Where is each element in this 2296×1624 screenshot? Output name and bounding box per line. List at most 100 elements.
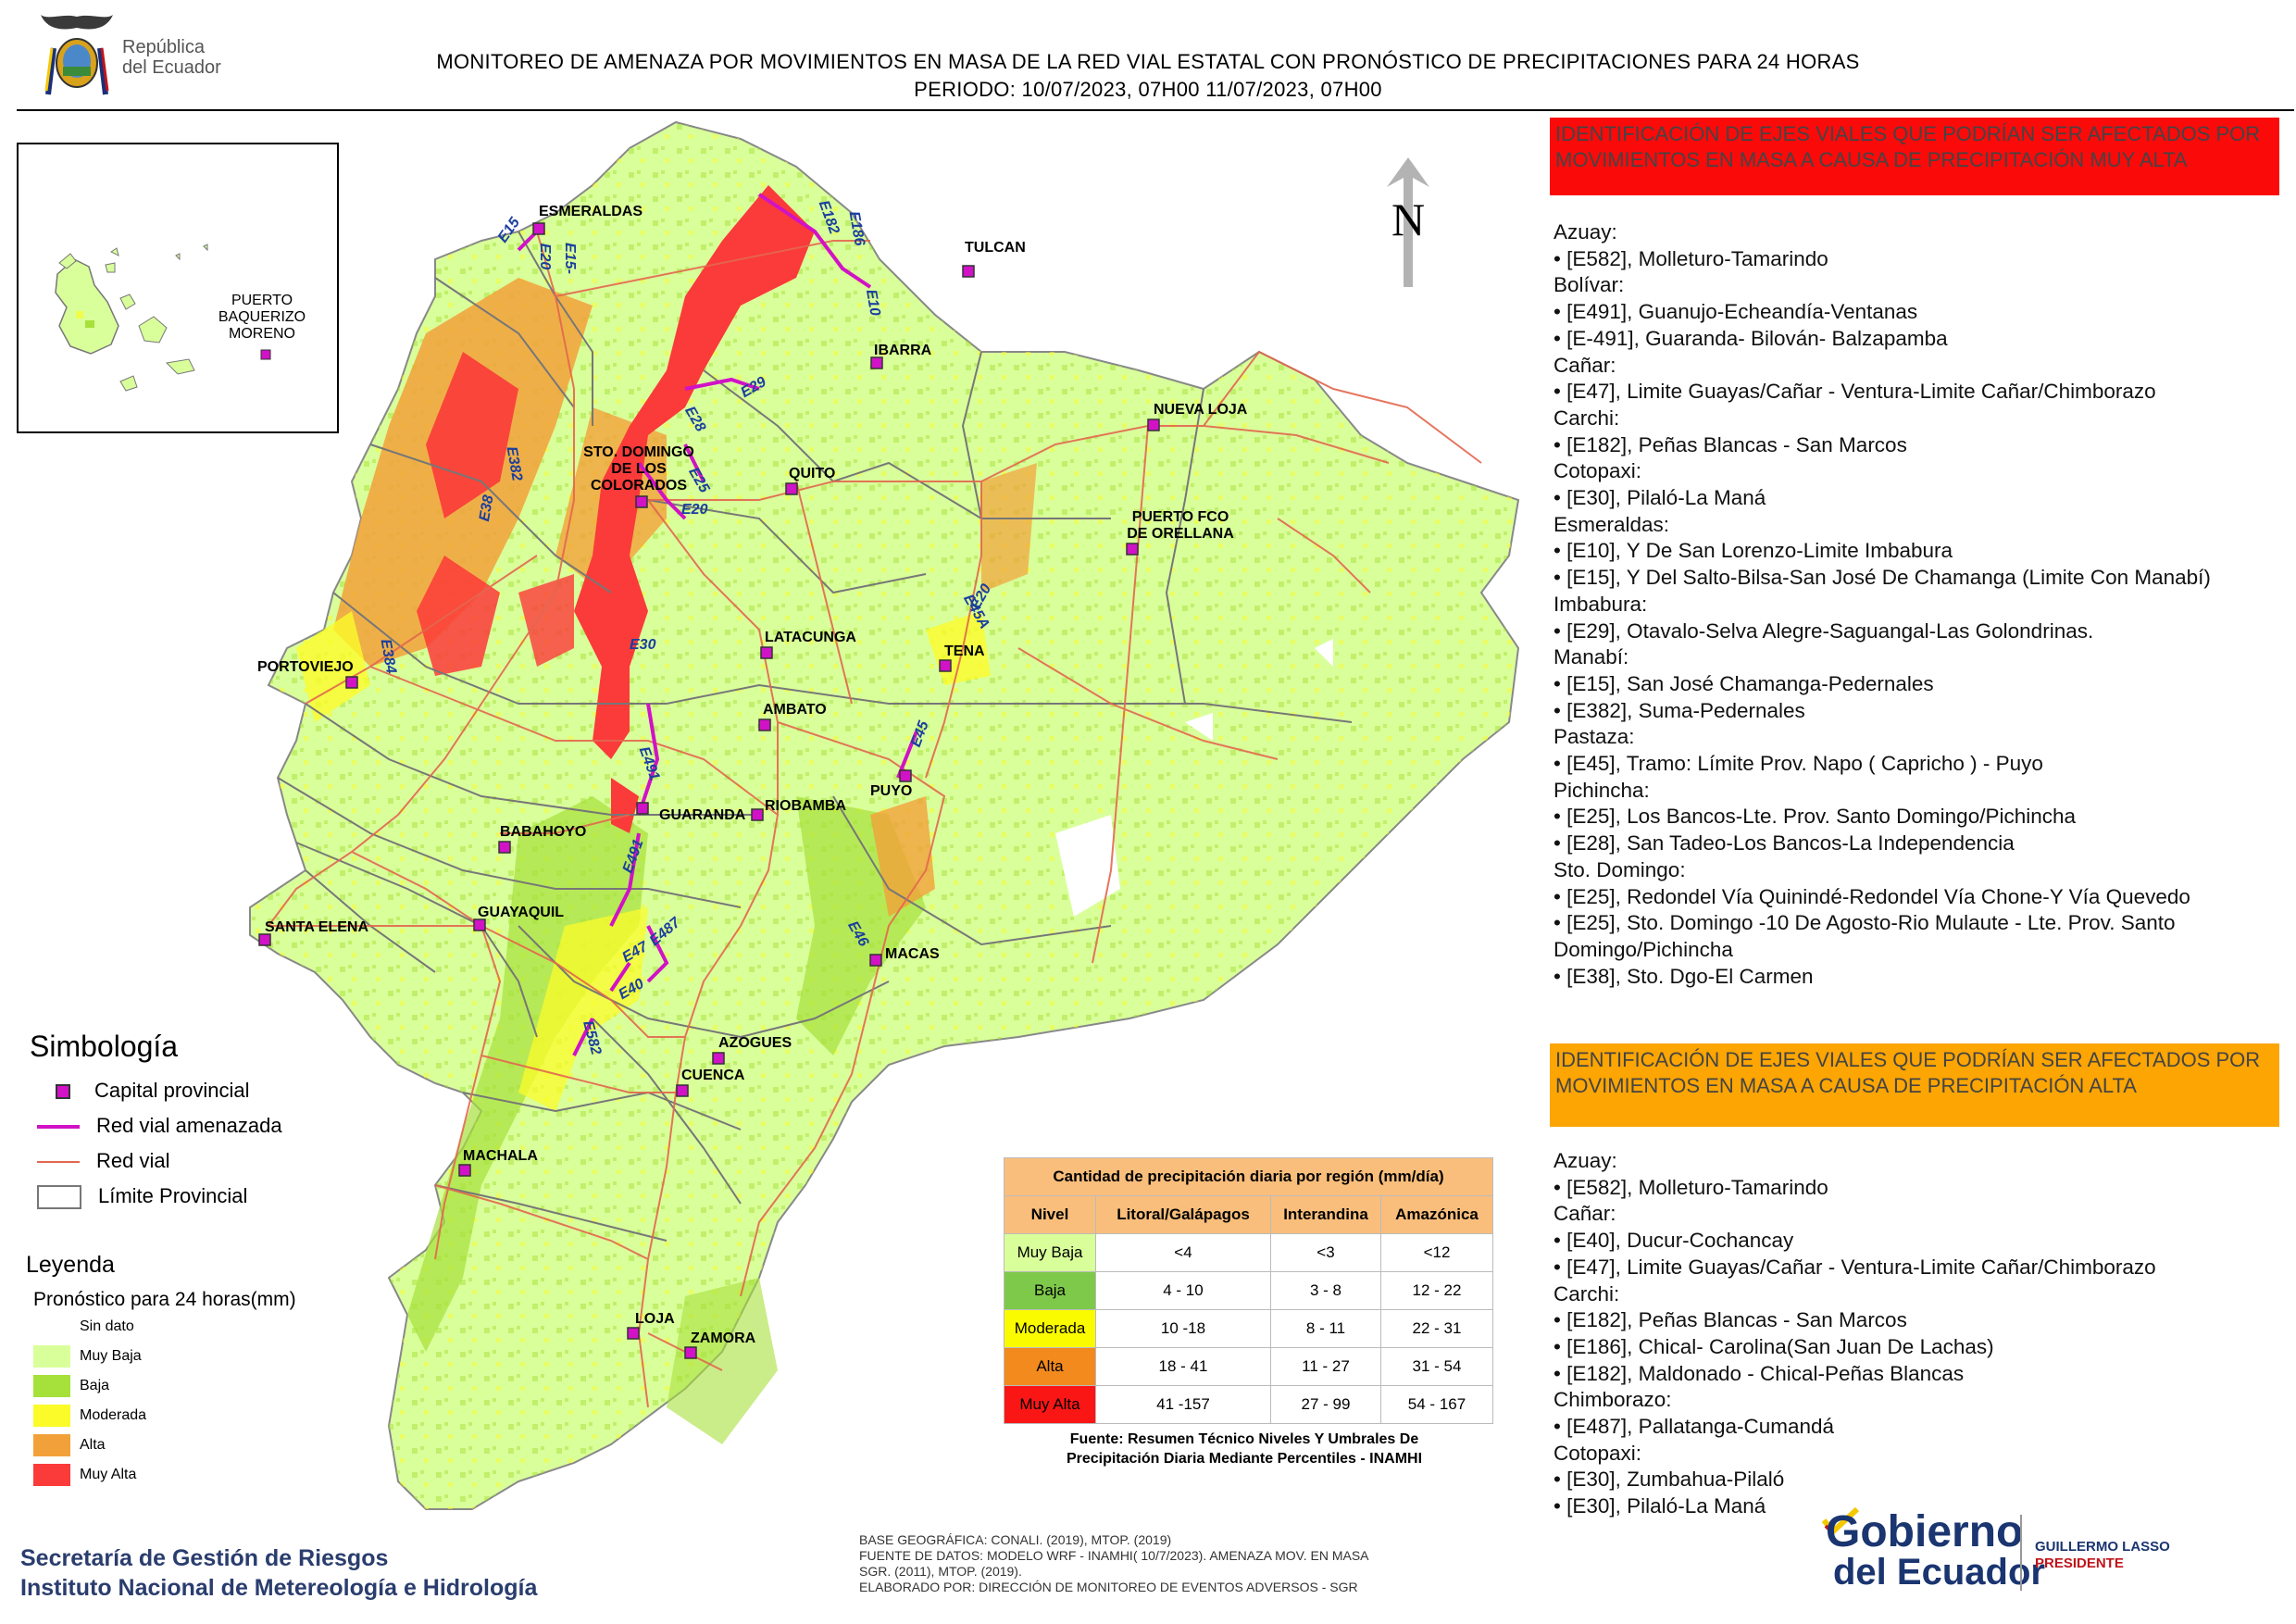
capital-quito — [785, 482, 798, 495]
table-cell-litoral: 10 -18 — [1095, 1309, 1271, 1348]
muy-alta-road-list: Azuay: • [E582], Molleturo-Tamarindo Bolív… — [1554, 219, 2294, 990]
map-credits: BASE GEOGRÁFICA: CONALI. (2019), MTOP. (… — [859, 1532, 1369, 1595]
capital-riobamba — [751, 808, 764, 821]
capital-ambato — [758, 718, 771, 731]
table-source: Fuente: Resumen Técnico Niveles Y Umbral… — [1004, 1430, 1485, 1468]
muy-alta-zone — [574, 185, 815, 759]
alta-province: Cotopaxi: — [1554, 1441, 1642, 1465]
label-zamora: ZAMORA — [691, 1330, 756, 1346]
simbologia-title: Simbología — [30, 1030, 179, 1063]
capital-portoviejo — [345, 676, 358, 689]
alta-road-item: • [E30], Pilaló-La Maná — [1554, 1494, 1766, 1518]
table-cell-litoral: 18 - 41 — [1095, 1347, 1271, 1386]
legend-label: Alta — [80, 1437, 106, 1453]
table-body: Muy Baja <4 <3 <12 Baja 4 - 10 3 - 8 12 - 22 Mod… — [1004, 1233, 1493, 1424]
title-line-1: MONITOREO DE AMENAZA POR MOVIMIENTOS EN … — [436, 50, 1860, 73]
label-tena: TENA — [944, 643, 985, 659]
capital-tena — [939, 659, 952, 672]
label-guayaquil: GUAYAQUIL — [478, 905, 565, 920]
table-cell-litoral: 4 - 10 — [1095, 1271, 1271, 1310]
road-label-e30: E30 — [630, 637, 656, 653]
threatened-roads — [517, 193, 918, 1056]
label-puerto-baquerizo: PUERTO BAQUERIZO MORENO — [202, 293, 322, 343]
president-line-2: PRESIDENTE — [2035, 1555, 2124, 1571]
page-title: MONITOREO DE AMENAZA POR MOVIMIENTOS EN … — [278, 48, 2018, 104]
credit-line-1: BASE GEOGRÁFICA: CONALI. (2019), MTOP. (… — [859, 1532, 1172, 1547]
capital-tulcan — [962, 265, 975, 278]
provincial-capitals — [258, 222, 1160, 1359]
label-esmeraldas: ESMERALDAS — [539, 204, 643, 219]
label-orellana: PUERTO FCO DE ORELLANA — [1111, 509, 1250, 543]
muy-alta-province: Sto. Domingo: — [1554, 857, 1686, 881]
label-santa-elena: SANTA ELENA — [265, 919, 368, 935]
header-divider — [17, 109, 2294, 111]
title-line-2: PERIODO: 10/07/2023, 07H00 11/07/2023, 0… — [914, 78, 1382, 101]
muy-alta-road-item: • [E382], Suma-Pedernales — [1554, 698, 1805, 722]
muy-alta-road-item: • [E47], Limite Guayas/Cañar - Ventura-L… — [1554, 380, 2156, 404]
galapagos-islands-map — [55, 244, 271, 392]
capital-sto-domingo — [635, 495, 648, 508]
legend-item: Alta — [33, 1433, 106, 1457]
footer-org-line-1: Secretaría de Gestión de Riesgos — [20, 1545, 389, 1571]
label-sto-domingo-1: STO. DOMINGO — [583, 444, 694, 460]
table-cell-amazonica: 31 - 54 — [1380, 1347, 1493, 1386]
label-ibarra: IBARRA — [874, 343, 932, 358]
table-title: Cantidad de precipitación diaria por reg… — [1004, 1157, 1493, 1196]
muy-alta-road-item: • [E38], Sto. Dgo-El Carmen — [1554, 964, 1814, 988]
legend-label: Moderada — [80, 1407, 147, 1423]
capital-guayaquil — [473, 918, 486, 931]
muy-alta-province: Cañar: — [1554, 353, 1616, 377]
table-cell-nivel: Alta — [1004, 1347, 1096, 1386]
label-azogues: AZOGUES — [718, 1035, 792, 1051]
credit-line-3: SGR. (2011), MTOP. (2019). — [859, 1564, 1022, 1579]
muy-alta-road-item: • [E582], Molleturo-Tamarindo — [1554, 246, 1828, 270]
label-quito: QUITO — [789, 466, 836, 481]
label-loja: LOJA — [635, 1311, 675, 1327]
label-puyo: PUYO — [870, 783, 913, 799]
president-line-1: GUILLERMO LASSO — [2035, 1539, 2170, 1555]
road-label-e20b: E20 — [681, 502, 708, 518]
alta-road-list: Azuay: • [E582], Molleturo-Tamarindo Cañar… — [1554, 1148, 2294, 1520]
table-cell-nivel: Baja — [1004, 1271, 1096, 1310]
leyenda-subtitle: Pronóstico para 24 horas(mm) — [33, 1289, 296, 1310]
label-puerto-baq-1: PUERTO — [231, 293, 293, 308]
alta-province: Carchi: — [1554, 1281, 1620, 1305]
capital-azogues — [712, 1052, 725, 1065]
label-sto-domingo: STO. DOMINGO DE LOS COLORADOS — [555, 444, 722, 494]
label-riobamba: RIOBAMBA — [765, 798, 846, 814]
leyenda-title: Leyenda — [26, 1252, 115, 1278]
muy-alta-province: Bolívar: — [1554, 273, 1625, 297]
north-arrow: N — [1385, 157, 1431, 292]
muy-alta-road-item: • [E30], Pilaló-La Maná — [1554, 486, 1766, 510]
legend-item: Muy Baja — [33, 1344, 142, 1368]
road-label-e15b: E15- — [561, 243, 578, 274]
gob-line-2: del Ecuador — [1833, 1552, 2045, 1593]
logo-line-2: del Ecuador — [122, 57, 221, 78]
label-guaranda: GUARANDA — [659, 807, 746, 823]
logo-divider — [2020, 1515, 2022, 1591]
capital-puerto-baquerizo — [260, 349, 271, 360]
alta-road-item: • [E182], Peñas Blancas - San Marcos — [1554, 1308, 1907, 1332]
label-sto-domingo-3: COLORADOS — [591, 478, 687, 493]
table-cell-amazonica: 22 - 31 — [1380, 1309, 1493, 1348]
label-babahoyo: BABAHOYO — [500, 824, 587, 840]
alta-road-item: • [E182], Maldonado - Chical-Peñas Blanc… — [1554, 1361, 1965, 1385]
label-tulcan: TULCAN — [965, 240, 1026, 256]
label-cuenca: CUENCA — [681, 1068, 745, 1083]
table-cell-amazonica: <12 — [1380, 1233, 1493, 1272]
ecuador-precipitation-map — [249, 120, 1520, 1510]
muy-alta-province: Manabí: — [1554, 645, 1629, 669]
credit-line-4: ELABORADO POR: DIRECCIÓN DE MONITOREO DE… — [859, 1580, 1358, 1594]
muy-alta-province: Pastaza: — [1554, 725, 1635, 749]
table-row: Baja 4 - 10 3 - 8 12 - 22 — [1004, 1271, 1493, 1310]
road-icon — [37, 1161, 80, 1164]
gob-line-1: Gobierno — [1826, 1507, 2024, 1556]
legend-label: Muy Alta — [80, 1467, 137, 1482]
muy-alta-province: Esmeraldas: — [1554, 512, 1670, 536]
label-latacunga: LATACUNGA — [765, 630, 856, 645]
alta-road-item: • [E582], Molleturo-Tamarindo — [1554, 1175, 1828, 1199]
table-cell-nivel: Muy Baja — [1004, 1233, 1096, 1272]
muy-alta-road-item: • [E182], Peñas Blancas - San Marcos — [1554, 432, 1907, 456]
capital-santa-elena — [258, 933, 271, 946]
alta-province: Cañar: — [1554, 1202, 1616, 1226]
